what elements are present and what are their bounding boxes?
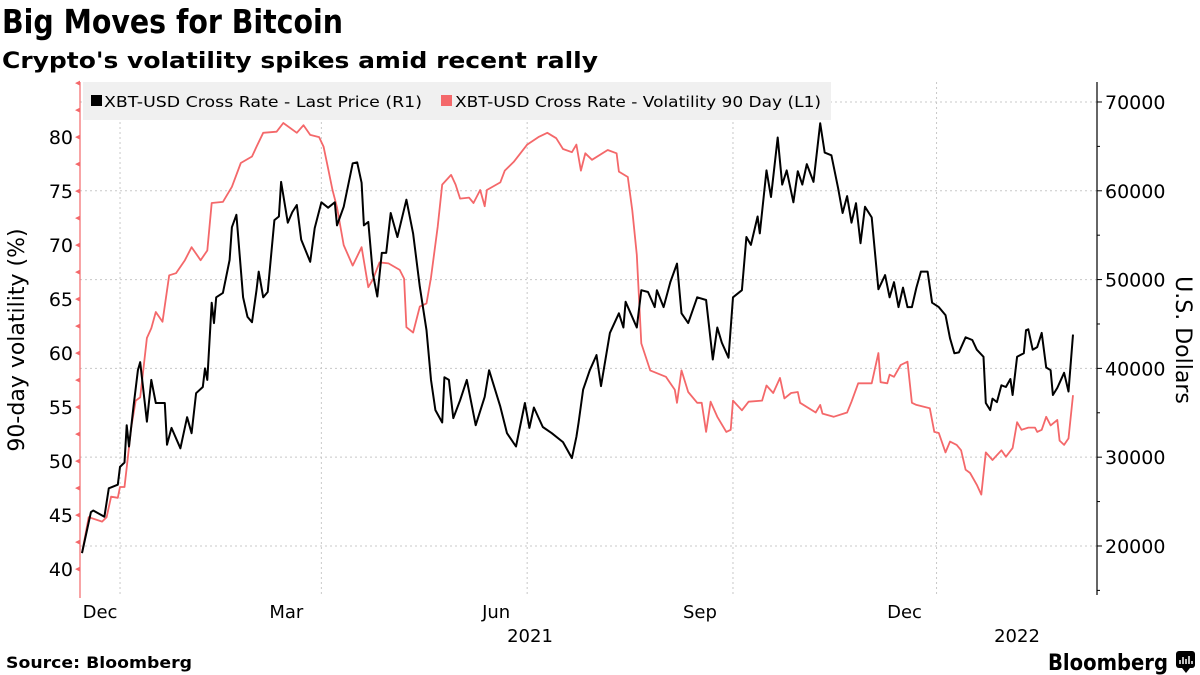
price-line — [81, 122, 1074, 554]
x-tick-label: Dec — [887, 602, 922, 623]
left-tick-label: 80 — [49, 127, 73, 149]
left-axis-tick — [75, 80, 80, 86]
legend: XBT-USD Cross Rate - Last Price (R1) XBT… — [91, 93, 821, 111]
legend-label-price: XBT-USD Cross Rate - Last Price (R1) — [104, 93, 422, 111]
x-tick-label: Dec — [83, 602, 118, 623]
left-axis-tick — [75, 296, 80, 302]
right-tick-label: 30000 — [1105, 447, 1165, 469]
left-tick-label: 70 — [49, 235, 73, 257]
left-axis-tick — [75, 107, 80, 113]
bloomberg-logo: Bloomberg — [1048, 651, 1195, 675]
left-axis-tick — [75, 566, 80, 572]
legend-background — [83, 82, 831, 120]
logo-chat-tail-icon — [1182, 668, 1190, 673]
left-axis-tick — [75, 215, 80, 221]
legend-swatch-price — [91, 95, 102, 106]
year-label-2022: 2022 — [994, 626, 1040, 647]
left-axis-tick — [75, 350, 80, 356]
chart-subtitle: Crypto's volatility spikes amid recent r… — [2, 49, 598, 74]
x-tick-label: Mar — [269, 602, 304, 623]
left-tick-label: 45 — [49, 505, 73, 527]
left-axis-tick — [75, 134, 80, 140]
left-axis-tick — [75, 512, 80, 518]
year-label-2021: 2021 — [507, 626, 553, 647]
axes: Dec Mar Jun Sep Dec 40 45 50 55 60 65 70 75 80 20000 30… — [49, 80, 1165, 623]
x-tick-label: Sep — [683, 602, 717, 623]
logo-wordmark: Bloomberg — [1048, 651, 1168, 675]
left-axis-tick — [75, 404, 80, 410]
right-tick-label: 20000 — [1105, 536, 1165, 558]
left-tick-label: 65 — [49, 289, 73, 311]
x-tick-label: Jun — [481, 602, 510, 623]
right-axis-label: U.S. Dollars — [1170, 276, 1195, 404]
left-axis-tick — [75, 269, 80, 275]
left-axis-tick — [75, 323, 80, 329]
left-tick-label: 60 — [49, 343, 73, 365]
legend-swatch-volatility — [441, 95, 452, 106]
left-tick-label: 40 — [49, 559, 73, 581]
source-note: Source: Bloomberg — [6, 653, 192, 672]
left-tick-label: 55 — [49, 397, 73, 419]
series-lines — [81, 122, 1074, 554]
left-tick-label: 50 — [49, 451, 73, 473]
right-tick-label: 50000 — [1105, 270, 1165, 292]
chart-title: Big Moves for Bitcoin — [2, 2, 343, 41]
volatility-line — [81, 122, 1074, 554]
left-axis-tick — [75, 458, 80, 464]
right-tick-label: 40000 — [1105, 358, 1165, 380]
left-axis-tick — [75, 242, 80, 248]
left-axis-tick — [75, 431, 80, 437]
left-axis-label: 90-day volatility (%) — [5, 228, 30, 451]
left-axis-tick — [75, 485, 80, 491]
legend-label-volatility: XBT-USD Cross Rate - Volatility 90 Day (… — [455, 93, 821, 111]
left-axis-tick — [75, 188, 80, 194]
left-axis-tick — [75, 161, 80, 167]
left-axis-tick — [75, 377, 80, 383]
right-tick-label: 70000 — [1105, 92, 1165, 114]
logo-bars-icon — [1179, 656, 1193, 664]
left-tick-label: 75 — [49, 181, 73, 203]
right-tick-label: 60000 — [1105, 181, 1165, 203]
left-axis-tick — [75, 539, 80, 545]
gridlines — [80, 82, 1097, 595]
